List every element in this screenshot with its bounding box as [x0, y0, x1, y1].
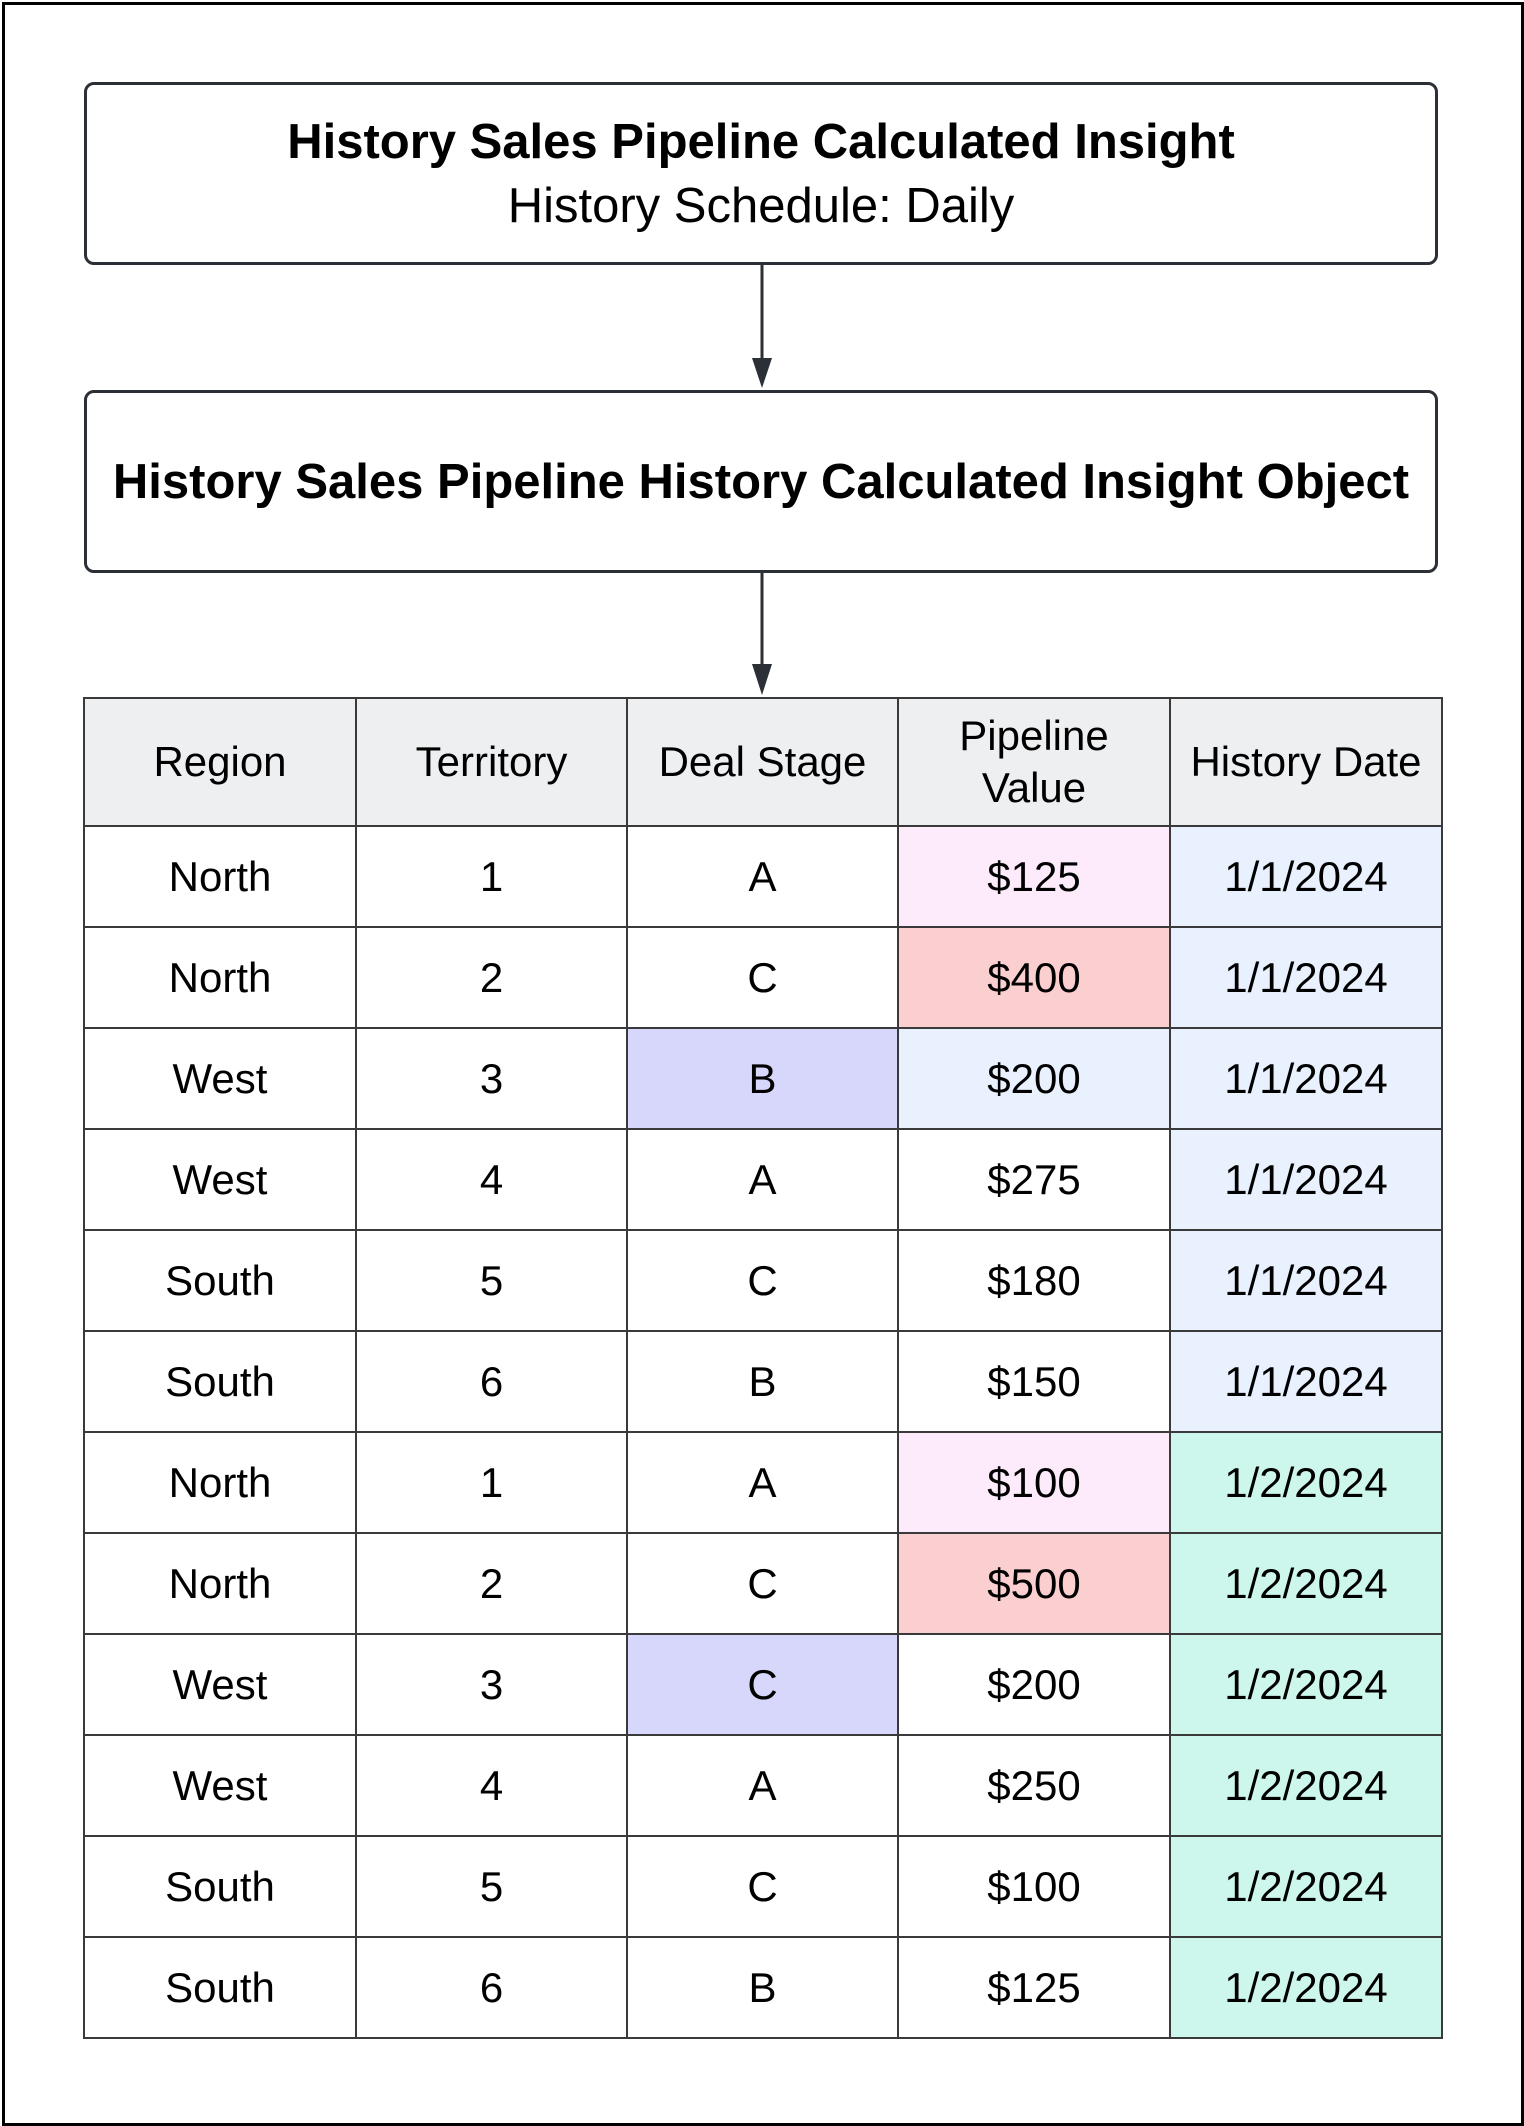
region-cell: North	[83, 1532, 357, 1635]
history-date-cell: 1/2/2024	[1169, 1633, 1443, 1736]
history-object-title: History Sales Pipeline History Calculate…	[112, 454, 1410, 509]
pipeline-value-cell: $125	[897, 825, 1171, 928]
history-date-cell: 1/2/2024	[1169, 1532, 1443, 1635]
deal-stage-cell: C	[626, 1835, 899, 1938]
deal-stage-cell: C	[626, 1229, 899, 1332]
territory-cell: 4	[355, 1734, 628, 1837]
header-history-date: History Date	[1169, 697, 1443, 827]
territory-cell: 6	[355, 1936, 628, 2039]
deal-stage-cell: A	[626, 1431, 899, 1534]
table-row: North 1 A $100 1/2/2024	[83, 1431, 1443, 1534]
pipeline-value-cell: $100	[897, 1835, 1171, 1938]
territory-cell: 5	[355, 1835, 628, 1938]
history-date-cell: 1/1/2024	[1169, 926, 1443, 1029]
table-row: West 3 C $200 1/2/2024	[83, 1633, 1443, 1736]
territory-cell: 3	[355, 1633, 628, 1736]
deal-stage-cell: C	[626, 1633, 899, 1736]
calculated-insight-title: History Sales Pipeline Calculated Insigh…	[287, 114, 1235, 169]
territory-cell: 2	[355, 1532, 628, 1635]
pipeline-value-cell: $125	[897, 1936, 1171, 2039]
table-row: West 4 A $250 1/2/2024	[83, 1734, 1443, 1837]
region-cell: North	[83, 926, 357, 1029]
arrow-insight-to-object	[752, 265, 772, 388]
header-pipeline-value-label: Pipeline Value	[959, 712, 1109, 811]
territory-cell: 3	[355, 1027, 628, 1130]
region-cell: North	[83, 825, 357, 928]
territory-cell: 4	[355, 1128, 628, 1231]
pipeline-value-cell: $100	[897, 1431, 1171, 1534]
region-cell: South	[83, 1936, 357, 2039]
region-cell: West	[83, 1128, 357, 1231]
deal-stage-cell: C	[626, 1532, 899, 1635]
pipeline-value-cell: $200	[897, 1027, 1171, 1130]
table-row: South 6 B $150 1/1/2024	[83, 1330, 1443, 1433]
table-row: North 1 A $125 1/1/2024	[83, 825, 1443, 928]
pipeline-value-cell: $150	[897, 1330, 1171, 1433]
region-cell: South	[83, 1835, 357, 1938]
table-row: West 3 B $200 1/1/2024	[83, 1027, 1443, 1130]
header-deal-stage: Deal Stage	[626, 697, 899, 827]
table-row: North 2 C $400 1/1/2024	[83, 926, 1443, 1029]
pipeline-value-cell: $500	[897, 1532, 1171, 1635]
table-row: West 4 A $275 1/1/2024	[83, 1128, 1443, 1231]
region-cell: West	[83, 1027, 357, 1130]
header-region: Region	[83, 697, 357, 827]
territory-cell: 2	[355, 926, 628, 1029]
pipeline-value-cell: $400	[897, 926, 1171, 1029]
history-object-box: History Sales Pipeline History Calculate…	[84, 390, 1438, 573]
pipeline-value-cell: $250	[897, 1734, 1171, 1837]
table-body: North 1 A $125 1/1/2024 North 2 C $400 1/1/2024 We…	[83, 825, 1443, 2039]
table-header-row: Region Territory Deal Stage Pipeline Val…	[83, 697, 1443, 827]
history-date-cell: 1/1/2024	[1169, 1229, 1443, 1332]
region-cell: West	[83, 1734, 357, 1837]
table-row: South 6 B $125 1/2/2024	[83, 1936, 1443, 2039]
history-date-cell: 1/2/2024	[1169, 1734, 1443, 1837]
deal-stage-cell: A	[626, 1734, 899, 1837]
deal-stage-cell: B	[626, 1330, 899, 1433]
pipeline-value-cell: $180	[897, 1229, 1171, 1332]
history-date-cell: 1/2/2024	[1169, 1431, 1443, 1534]
pipeline-value-cell: $200	[897, 1633, 1171, 1736]
history-date-cell: 1/2/2024	[1169, 1936, 1443, 2039]
arrow-object-to-table	[752, 573, 772, 695]
deal-stage-cell: A	[626, 825, 899, 928]
history-data-table: Region Territory Deal Stage Pipeline Val…	[83, 697, 1443, 2039]
territory-cell: 5	[355, 1229, 628, 1332]
region-cell: South	[83, 1330, 357, 1433]
territory-cell: 6	[355, 1330, 628, 1433]
history-date-cell: 1/1/2024	[1169, 1128, 1443, 1231]
history-date-cell: 1/1/2024	[1169, 825, 1443, 928]
table-row: South 5 C $180 1/1/2024	[83, 1229, 1443, 1332]
header-pipeline-value: Pipeline Value	[897, 697, 1171, 827]
territory-cell: 1	[355, 1431, 628, 1534]
history-date-cell: 1/2/2024	[1169, 1835, 1443, 1938]
region-cell: West	[83, 1633, 357, 1736]
table-row: North 2 C $500 1/2/2024	[83, 1532, 1443, 1635]
calculated-insight-box: History Sales Pipeline Calculated Insigh…	[84, 82, 1438, 265]
pipeline-value-cell: $275	[897, 1128, 1171, 1231]
deal-stage-cell: C	[626, 926, 899, 1029]
deal-stage-cell: B	[626, 1936, 899, 2039]
deal-stage-cell: A	[626, 1128, 899, 1231]
table-row: South 5 C $100 1/2/2024	[83, 1835, 1443, 1938]
history-schedule-label: History Schedule: Daily	[507, 178, 1015, 233]
header-territory: Territory	[355, 697, 628, 827]
region-cell: North	[83, 1431, 357, 1534]
history-date-cell: 1/1/2024	[1169, 1330, 1443, 1433]
territory-cell: 1	[355, 825, 628, 928]
region-cell: South	[83, 1229, 357, 1332]
deal-stage-cell: B	[626, 1027, 899, 1130]
history-date-cell: 1/1/2024	[1169, 1027, 1443, 1130]
